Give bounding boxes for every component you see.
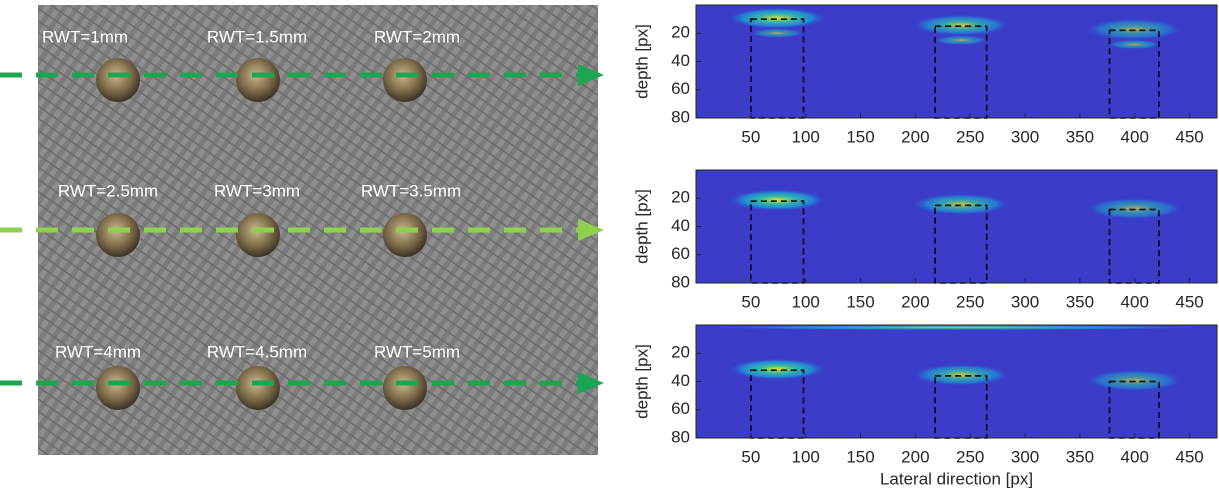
photo-label: RWT=2mm [374, 27, 460, 46]
bolt [383, 366, 427, 410]
heatmap-bg [696, 170, 1217, 283]
echo-blob [727, 358, 827, 380]
y-tick-label: 60 [671, 399, 690, 418]
x-tick-label: 100 [791, 292, 819, 311]
y-tick-label: 20 [671, 343, 690, 362]
echo-blob [911, 193, 1011, 215]
echo-blob [1106, 39, 1162, 49]
x-tick-label: 50 [741, 127, 760, 146]
echo-blob [911, 364, 1011, 386]
echo-blob [933, 35, 989, 45]
x-tick-label: 200 [901, 447, 929, 466]
x-tick-label: 450 [1175, 447, 1203, 466]
x-tick-label: 250 [956, 447, 984, 466]
x-tick-label: 250 [956, 292, 984, 311]
photo-label: RWT=3.5mm [361, 181, 461, 200]
x-tick-label: 300 [1011, 447, 1039, 466]
bolt [96, 366, 140, 410]
y-axis-title: depth [px] [632, 344, 651, 419]
x-tick-label: 150 [846, 127, 874, 146]
photo-label: RWT=5mm [374, 342, 460, 361]
y-axis-title: depth [px] [632, 24, 651, 99]
x-tick-label: 100 [791, 447, 819, 466]
y-tick-label: 80 [671, 107, 690, 126]
x-tick-label: 200 [901, 127, 929, 146]
y-tick-label: 60 [671, 244, 690, 263]
x-tick-label: 150 [846, 447, 874, 466]
bolt [236, 366, 280, 410]
surface-noise [696, 325, 1217, 330]
photo-label: RWT=1mm [42, 27, 128, 46]
x-tick-label: 450 [1175, 292, 1203, 311]
y-tick-label: 20 [671, 23, 690, 42]
x-tick-label: 50 [741, 292, 760, 311]
y-tick-label: 40 [671, 371, 690, 390]
x-tick-label: 100 [791, 127, 819, 146]
echo-blob [1084, 198, 1184, 220]
y-tick-label: 40 [671, 51, 690, 70]
echo-blob [911, 14, 1011, 36]
x-tick-label: 200 [901, 292, 929, 311]
photo-label: RWT=3mm [214, 181, 300, 200]
echo-blob [1084, 370, 1184, 392]
photo-label: RWT=1.5mm [207, 27, 307, 46]
bolt [383, 58, 427, 102]
bolt [96, 58, 140, 102]
x-tick-label: 350 [1066, 292, 1094, 311]
bolt [236, 58, 280, 102]
x-tick-label: 300 [1011, 292, 1039, 311]
echo-blob [727, 7, 827, 29]
echo-blob [749, 28, 805, 38]
photo-label: RWT=4.5mm [207, 342, 307, 361]
echo-blob [1084, 18, 1184, 40]
x-tick-label: 450 [1175, 127, 1203, 146]
bolt [383, 213, 427, 257]
y-tick-label: 20 [671, 188, 690, 207]
x-tick-label: 400 [1121, 447, 1149, 466]
x-tick-label: 50 [741, 447, 760, 466]
x-tick-label: 250 [956, 127, 984, 146]
photo-label: RWT=2.5mm [58, 181, 158, 200]
x-tick-label: 300 [1011, 127, 1039, 146]
x-tick-label: 350 [1066, 127, 1094, 146]
photo-label: RWT=4mm [55, 342, 141, 361]
y-tick-label: 40 [671, 216, 690, 235]
figure: RWT=1mm RWT=1.5mm RWT=2mm RWT=2.5mm RWT=3mm R… [0, 0, 1219, 491]
x-tick-label: 150 [846, 292, 874, 311]
x-axis-title: Lateral direction [px] [880, 469, 1033, 488]
echo-blob [727, 189, 827, 211]
y-tick-label: 80 [671, 427, 690, 446]
y-tick-label: 80 [671, 272, 690, 291]
x-tick-label: 400 [1121, 127, 1149, 146]
page: {"photo": {"labels": ["RWT=1mm", "RWT=1.… [0, 0, 1219, 491]
y-tick-label: 60 [671, 79, 690, 98]
x-tick-label: 350 [1066, 447, 1094, 466]
bolt [236, 213, 280, 257]
bolt [96, 213, 140, 257]
x-tick-label: 400 [1121, 292, 1149, 311]
y-axis-title: depth [px] [632, 189, 651, 264]
